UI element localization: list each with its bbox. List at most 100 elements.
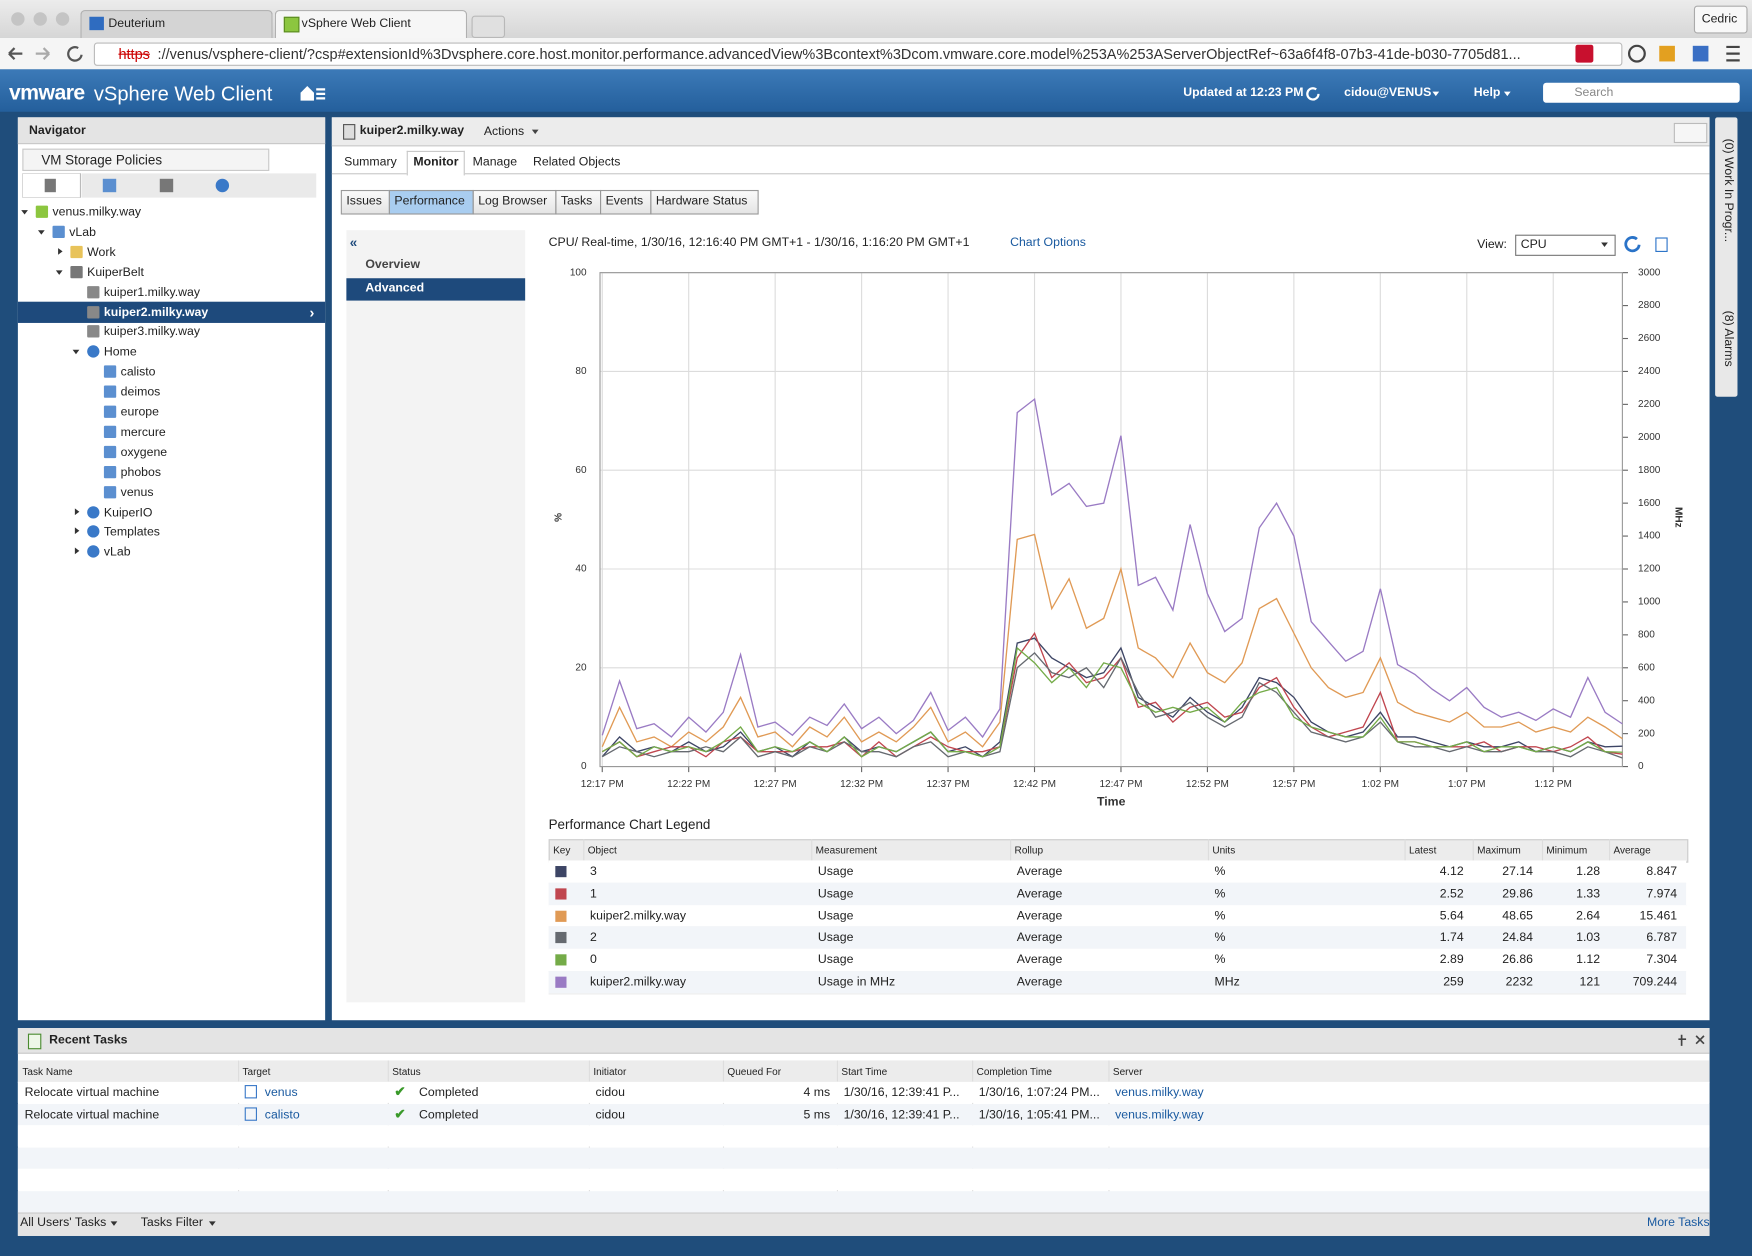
refresh-button[interactable] [1305,85,1323,103]
toolbar-icons[interactable] [1626,42,1749,64]
column-header[interactable]: Average [1613,844,1651,856]
view-item[interactable]: Advanced [365,281,425,296]
column-header[interactable]: Latest [1408,844,1437,856]
tree-node[interactable]: kuiper1.milky.way [103,285,201,300]
column-header[interactable]: Key [553,844,571,856]
view-select[interactable] [1515,234,1616,256]
tree-node[interactable]: phobos [120,465,162,480]
browser-tab[interactable] [80,10,273,40]
user-menu[interactable]: cidou@VENUS [1344,86,1432,100]
tree-node[interactable]: vLab [69,225,96,240]
object-tab[interactable]: Manage [472,155,518,169]
chart-tools[interactable] [1622,234,1680,256]
profile-button[interactable] [1693,5,1748,34]
tree-node[interactable]: vLab [103,545,131,560]
tree-node[interactable]: KuiperIO [103,505,153,520]
url-field[interactable] [93,42,1623,66]
legend-key [555,866,567,878]
column-header[interactable]: Initiator [593,1066,627,1078]
tree-node[interactable]: Templates [103,525,160,540]
expander[interactable] [55,270,63,275]
actions-menu[interactable]: Actions [483,125,525,139]
subtab[interactable] [472,189,557,215]
window-button[interactable] [33,12,47,26]
search-box[interactable] [1543,82,1740,103]
column-header[interactable]: Rollup [1014,844,1044,856]
tree-node[interactable]: venus [120,485,154,500]
expander[interactable] [74,527,80,535]
table-cell[interactable]: venus [264,1086,298,1100]
url-text: ://venus/vsphere-client/?csp#extensionId… [157,46,1521,62]
subtab[interactable] [555,189,602,215]
view-item[interactable]: Overview [365,258,421,272]
users-filter[interactable]: All Users' Tasks [20,1215,107,1230]
status-icon: ✔ [394,1105,406,1122]
table-cell: Average [1016,887,1063,901]
home-button[interactable] [299,84,326,102]
expander[interactable] [58,247,63,255]
tree-node[interactable]: KuiperBelt [87,265,144,280]
window-button[interactable] [11,12,25,26]
object-tab[interactable]: Related Objects [532,155,621,169]
breadcrumb[interactable] [22,148,270,171]
tree-node[interactable]: venus.milky.way [52,205,142,220]
x-tick-label: 12:42 PM [1013,779,1056,790]
column-header[interactable]: Server [1112,1066,1143,1078]
subtab[interactable] [650,189,759,215]
panel-menu[interactable] [1673,122,1708,144]
column-header[interactable]: Task Name [22,1066,73,1078]
new-tab[interactable] [471,15,506,38]
column-header[interactable]: Object [587,844,617,856]
help-menu[interactable]: Help [1473,86,1501,100]
tree-node[interactable]: kuiper3.milky.way [103,325,201,340]
y2-tick-label: 200 [1638,728,1655,739]
dropdown-arrow [1503,91,1511,97]
column-header[interactable]: Queued For [727,1066,782,1078]
column-header[interactable]: Measurement [815,844,878,856]
expander[interactable] [21,210,28,215]
expander[interactable] [74,547,80,555]
extension-icon[interactable] [1575,44,1594,63]
expander[interactable] [74,507,80,515]
panel-controls[interactable] [1678,1033,1707,1049]
browser-tab[interactable] [274,10,468,40]
object-tab[interactable]: Summary [344,155,397,169]
y2-tick-label: 2400 [1638,366,1661,377]
column-header[interactable]: Maximum [1477,844,1521,856]
tree-node[interactable]: Home [103,345,137,360]
tree-node[interactable]: deimos [120,385,161,400]
column-header[interactable]: Status [392,1066,421,1078]
table-cell[interactable]: calisto [264,1108,300,1122]
column-header[interactable]: Completion Time [976,1066,1053,1078]
series-line [601,397,1623,739]
table-cell[interactable]: venus.milky.way [1115,1108,1204,1122]
object-tab[interactable]: Monitor [413,155,459,169]
more-tasks[interactable]: More Tasks [1646,1215,1710,1230]
work-in-progress[interactable]: (0) Work In Progr... [1721,138,1736,243]
tree-node[interactable]: Work [87,245,116,260]
column-header[interactable]: Minimum [1546,844,1588,856]
navigator-tabs[interactable] [22,173,318,198]
window-button[interactable] [55,12,70,26]
expander[interactable] [72,350,80,355]
subtab[interactable] [388,189,474,215]
subtab[interactable] [340,189,390,215]
table-cell[interactable]: venus.milky.way [1115,1086,1204,1100]
tree-node[interactable]: mercure [120,425,166,440]
tree-node[interactable]: calisto [120,365,156,380]
column-header[interactable]: Start Time [841,1066,888,1078]
column-header[interactable]: Units [1212,844,1236,856]
tree-node[interactable]: oxygene [120,445,168,460]
nav-buttons[interactable] [4,42,89,64]
tree-node[interactable]: europe [120,405,159,420]
column-header[interactable]: Target [242,1066,271,1078]
chart-options[interactable]: Chart Options [1010,235,1086,250]
table-cell: Average [1016,909,1063,923]
collapse-button[interactable]: « [349,234,358,251]
tree-icon [87,345,100,358]
alarms[interactable]: (8) Alarms [1721,310,1736,367]
chart-title: CPU/ Real-time, 1/30/16, 12:16:40 PM GMT… [548,235,970,250]
tasks-filter[interactable]: Tasks Filter [140,1215,203,1230]
expander[interactable] [37,230,45,235]
tree-node[interactable]: kuiper2.milky.way [103,305,209,320]
